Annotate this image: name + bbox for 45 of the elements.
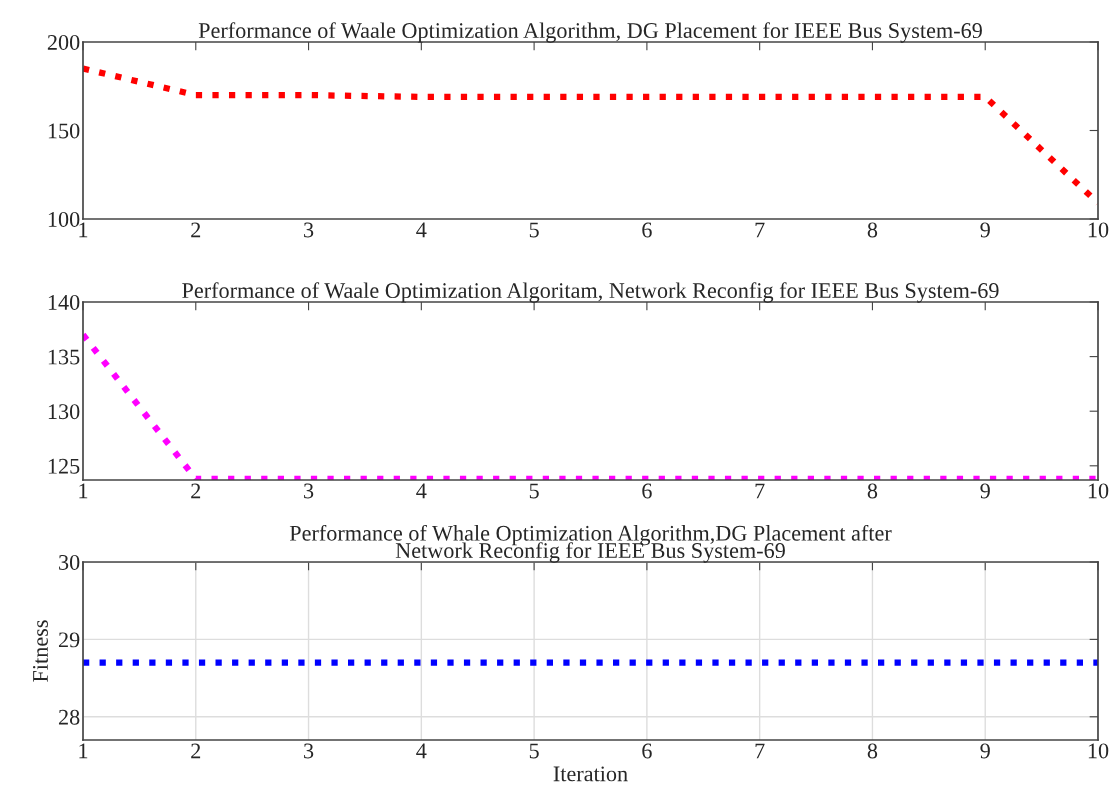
y-tick-label: 30 <box>59 554 80 570</box>
x-tick-label: 7 <box>755 222 765 238</box>
chart-title: Performance of Whale Optimization Algorithm,DG Placement after Network Reconfig for IEEE Bus System-69 <box>289 524 892 563</box>
y-tick-label: 140 <box>48 294 80 310</box>
x-tick-label: 10 <box>1088 483 1109 499</box>
y-tick-label: 135 <box>48 349 80 365</box>
x-tick-label: 8 <box>867 222 878 238</box>
x-tick-label: 2 <box>191 483 201 499</box>
x-tick-label: 1 <box>79 483 88 499</box>
y-tick-label: 130 <box>48 404 80 420</box>
x-tick-label: 1 <box>79 743 88 759</box>
x-tick-label: 6 <box>642 483 652 499</box>
y-tick-label: 28 <box>58 709 80 725</box>
y-tick-label: 125 <box>48 458 80 474</box>
chart-title: Performance of Waale Optimization Algorithm, DG Placement for IEEE Bus System-69 <box>198 22 982 43</box>
x-tick-label: 4 <box>416 743 427 759</box>
x-tick-label: 6 <box>642 222 652 238</box>
x-tick-label: 8 <box>867 743 878 759</box>
x-tick-label: 5 <box>529 222 539 238</box>
y-tick-label: 29 <box>58 632 80 648</box>
x-tick-label: 9 <box>980 483 990 499</box>
x-tick-label: 7 <box>755 743 765 759</box>
x-axis-title: Iteration <box>553 766 628 782</box>
x-tick-label: 9 <box>980 222 990 238</box>
chart-title: Performance of Waale Optimization Algoritam, Network Reconfig for IEEE Bus System-69 <box>182 282 999 303</box>
x-tick-label: 10 <box>1088 222 1109 238</box>
x-tick-label: 4 <box>416 222 427 238</box>
x-tick-label: 8 <box>867 483 878 499</box>
y-tick-label: 100 <box>48 211 80 227</box>
x-tick-label: 4 <box>416 483 427 499</box>
x-tick-label: 2 <box>191 743 201 759</box>
y-tick-label: 150 <box>48 123 80 139</box>
x-tick-label: 9 <box>980 743 990 759</box>
x-tick-label: 1 <box>79 222 88 238</box>
y-axis-title: Fitness <box>33 620 48 682</box>
x-tick-label: 3 <box>304 743 314 759</box>
x-tick-label: 6 <box>642 743 652 759</box>
x-tick-label: 3 <box>304 222 314 238</box>
x-tick-label: 5 <box>529 743 539 759</box>
x-tick-label: 3 <box>304 483 314 499</box>
x-tick-label: 7 <box>755 483 765 499</box>
x-tick-label: 2 <box>191 222 201 238</box>
y-tick-label: 200 <box>47 34 80 50</box>
x-tick-label: 5 <box>529 483 539 499</box>
x-tick-label: 10 <box>1088 743 1109 759</box>
